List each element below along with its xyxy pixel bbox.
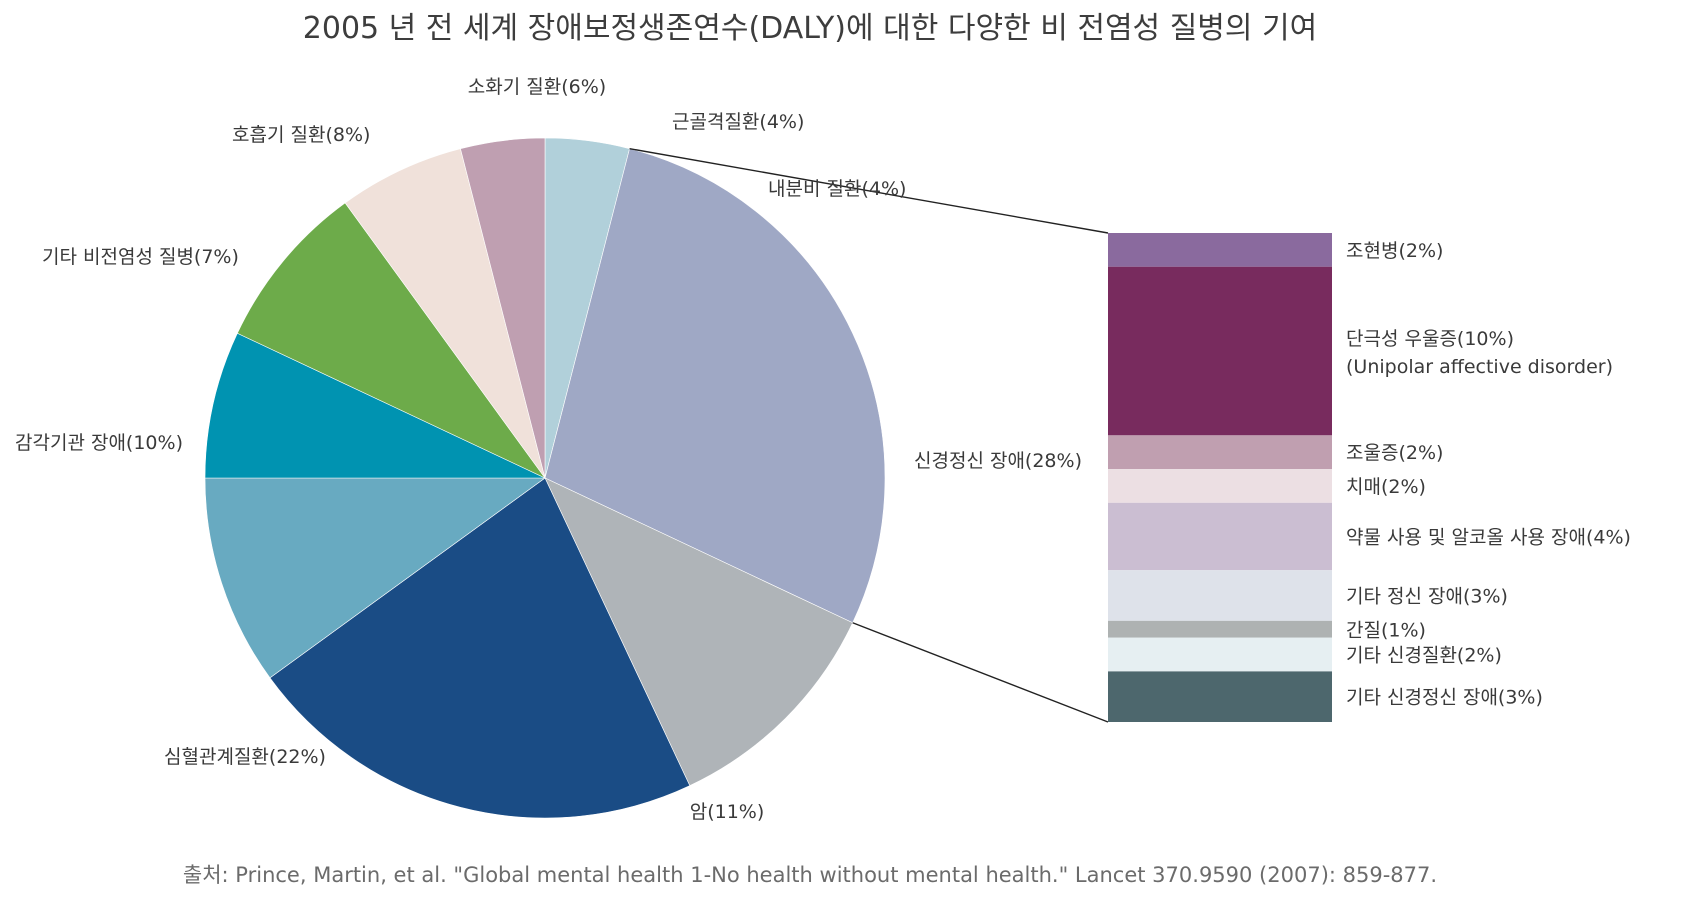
stack-segment-label: 조현병(2%): [1346, 240, 1443, 262]
stack-segment: [1108, 266, 1332, 436]
source-citation: 출처: Prince, Martin, et al. "Global menta…: [183, 863, 1437, 887]
stack-segment-label: 치매(2%): [1346, 476, 1426, 498]
stack-segment-label: 약물 사용 및 알코올 사용 장애(4%): [1346, 527, 1631, 549]
pie-slice: [204, 477, 546, 679]
pie-chart: [204, 137, 886, 819]
pie-slice: [544, 148, 886, 624]
stack-segment-label: 기타 신경정신 장애(3%): [1346, 687, 1543, 709]
stack-segment-label: 단극성 우울증(10%): [1346, 328, 1514, 350]
pie-slice: [204, 332, 546, 479]
pie-slice: [460, 137, 546, 479]
pie-slice-label: 심혈관계질환(22%): [164, 746, 326, 768]
stacked-bar: [1108, 233, 1332, 722]
stack-segment: [1108, 233, 1332, 267]
connector-line-top: [629, 147, 1109, 234]
pie-slice-label: 기타 비전염성 질병(7%): [42, 246, 239, 268]
stack-segment-label: 간질(1%): [1346, 619, 1426, 641]
pie-slice-label: 감각기관 장애(10%): [15, 432, 183, 454]
pie-slice-label: 호흡기 질환(8%): [232, 124, 370, 146]
pie-slice-label: 내분비 질환(4%): [768, 178, 906, 200]
stack-segment-label: 조울증(2%): [1346, 442, 1443, 464]
pie-slice-label: 암(11%): [690, 801, 765, 823]
stack-segment: [1108, 570, 1332, 621]
stack-segment-label: 기타 신경질환(2%): [1346, 645, 1502, 667]
stack-segment: [1108, 637, 1332, 672]
stack-segment: [1108, 435, 1332, 470]
stack-segment: [1108, 502, 1332, 571]
stack-segment-label: 기타 정신 장애(3%): [1346, 586, 1508, 608]
stack-segment: [1108, 469, 1332, 503]
pie-slice: [269, 477, 691, 819]
pie-slice-label: 소화기 질환(6%): [468, 76, 606, 98]
connector-lines: [629, 147, 1109, 723]
stack-segment: [1108, 671, 1332, 722]
chart-labels: 내분비 질환(4%) 신경정신 장애(28%) 암(11%) 심혈관계질환(22%) 감…: [15, 76, 1631, 823]
stack-segment: [1108, 620, 1332, 638]
pie-slice-label: 신경정신 장애(28%): [914, 450, 1082, 472]
pie-slice: [544, 477, 854, 787]
pie-slice: [344, 148, 546, 479]
pie-slice-label: 근골격질환(4%): [672, 111, 804, 133]
stack-segment-sublabel: (Unipolar affective disorder): [1346, 356, 1613, 378]
connector-line-bottom: [852, 622, 1109, 723]
pie-slice: [236, 202, 546, 479]
chart-title: 2005 년 전 세계 장애보정생존연수(DALY)에 대한 다양한 비 전염성…: [303, 11, 1317, 46]
